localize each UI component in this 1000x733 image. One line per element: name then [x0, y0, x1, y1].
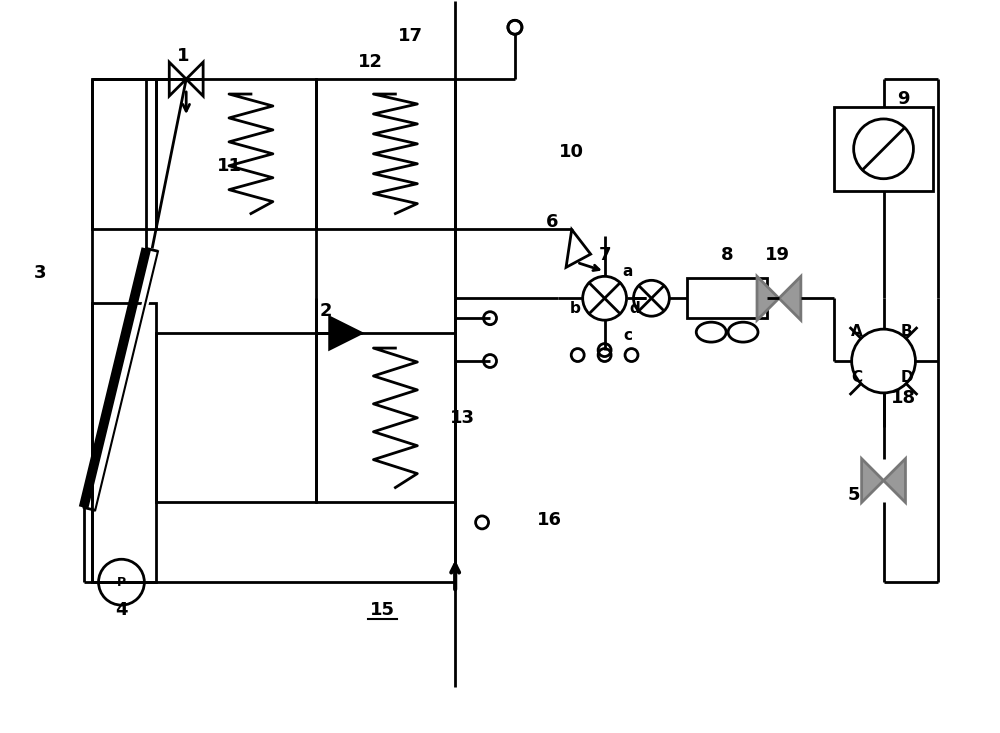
Text: 12: 12 — [358, 54, 383, 71]
Text: B: B — [901, 324, 912, 339]
Text: 6: 6 — [546, 213, 558, 231]
Text: 18: 18 — [891, 389, 916, 407]
Text: 1: 1 — [177, 47, 189, 65]
Polygon shape — [779, 276, 801, 320]
Text: P: P — [117, 575, 126, 589]
Text: 19: 19 — [764, 246, 789, 265]
Text: 17: 17 — [398, 27, 423, 45]
Text: 7: 7 — [598, 246, 611, 265]
Text: C: C — [851, 370, 862, 386]
Bar — [316, 333, 455, 503]
Text: c: c — [623, 328, 632, 342]
Bar — [687, 279, 767, 318]
Polygon shape — [330, 317, 362, 349]
Polygon shape — [862, 459, 884, 503]
Text: b: b — [569, 301, 580, 316]
Bar — [834, 107, 933, 191]
Text: 13: 13 — [450, 409, 475, 427]
Text: 10: 10 — [559, 143, 584, 161]
Polygon shape — [757, 276, 779, 320]
Text: 5: 5 — [847, 485, 860, 504]
Text: 16: 16 — [537, 512, 562, 529]
Polygon shape — [884, 459, 905, 503]
Bar — [92, 79, 156, 229]
Bar — [156, 333, 316, 503]
Text: D: D — [900, 370, 913, 386]
Text: 15: 15 — [370, 601, 395, 619]
Text: a: a — [622, 264, 633, 279]
Text: 11: 11 — [217, 157, 242, 174]
Text: 2: 2 — [319, 302, 332, 320]
Text: 9: 9 — [897, 90, 910, 108]
Bar — [316, 79, 455, 229]
Text: 8: 8 — [721, 246, 733, 265]
Text: 3: 3 — [34, 265, 46, 282]
Bar — [156, 79, 316, 229]
Text: d: d — [629, 301, 640, 316]
Text: 4: 4 — [115, 601, 128, 619]
Bar — [92, 303, 156, 582]
Text: A: A — [851, 324, 863, 339]
